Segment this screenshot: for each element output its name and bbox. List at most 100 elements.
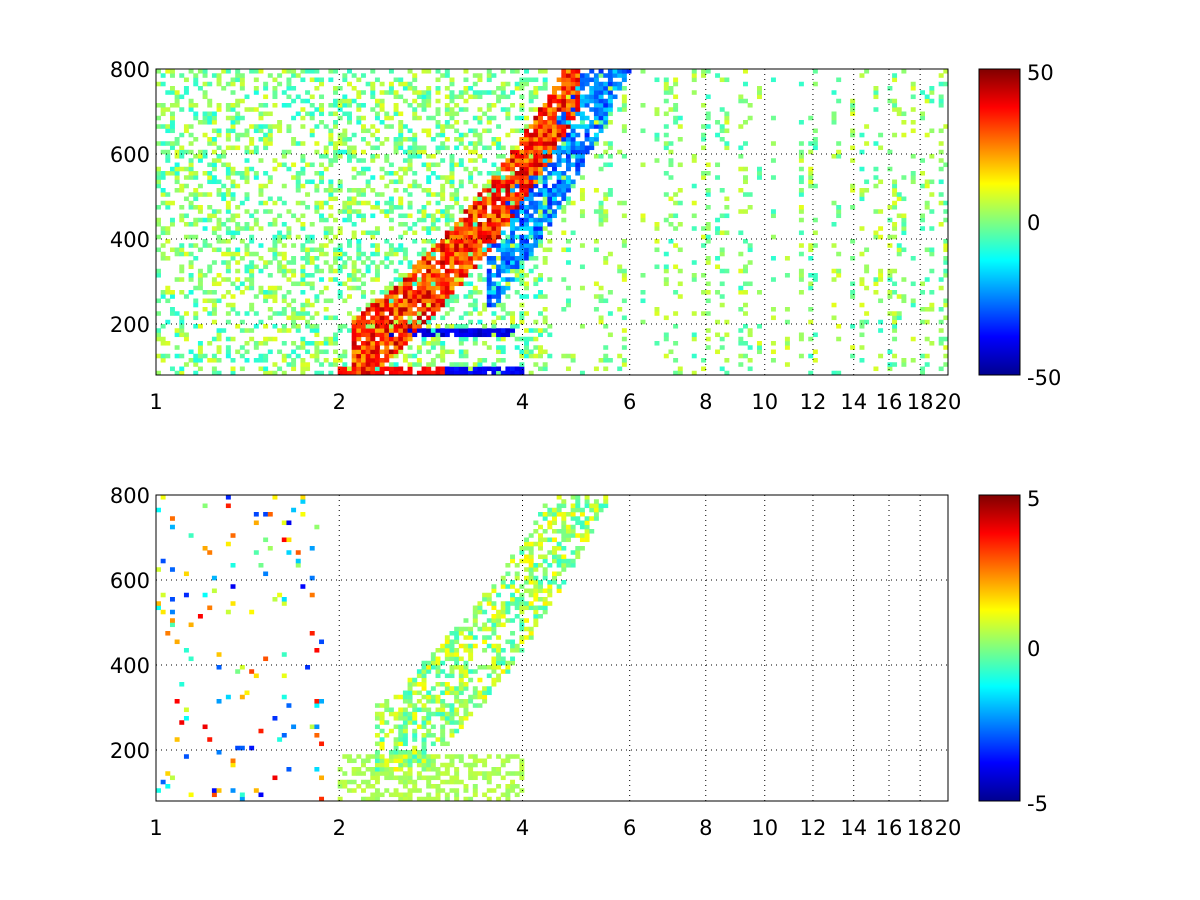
heatmap-cell — [449, 251, 455, 257]
heatmap-cell — [374, 264, 380, 270]
heatmap-cell — [365, 767, 371, 772]
heatmap-cell — [337, 183, 343, 189]
heatmap-cell — [328, 192, 334, 197]
heatmap-cell — [244, 222, 250, 227]
heatmap-cell — [477, 247, 483, 253]
heatmap-cell — [374, 358, 380, 363]
heatmap-cell — [524, 580, 530, 585]
heatmap-cell — [370, 775, 376, 781]
heatmap-cell — [398, 311, 404, 316]
heatmap-cell — [691, 332, 697, 338]
heatmap-cell — [449, 762, 455, 768]
heatmap-cell — [211, 588, 217, 594]
heatmap-cell — [421, 328, 427, 333]
heatmap-cell — [528, 546, 534, 551]
heatmap-cell — [603, 115, 609, 121]
heatmap-cell — [360, 315, 366, 321]
heatmap-cell — [393, 767, 399, 772]
heatmap-cell — [337, 353, 343, 359]
heatmap-cell — [370, 154, 376, 159]
heatmap-cell — [472, 618, 478, 623]
heatmap-cell — [547, 115, 553, 121]
heatmap-cell — [929, 128, 935, 134]
heatmap-cell — [938, 328, 944, 333]
heatmap-cell — [179, 682, 185, 687]
heatmap-cell — [444, 120, 450, 125]
heatmap-cell — [747, 332, 753, 338]
heatmap-cell — [249, 609, 255, 615]
heatmap-cell — [924, 132, 930, 138]
heatmap-cell — [202, 217, 208, 223]
heatmap-cell — [607, 290, 613, 295]
heatmap-cell — [239, 792, 245, 798]
heatmap-cell — [552, 90, 557, 95]
heatmap-cell — [864, 124, 870, 129]
heatmap-cell — [305, 205, 311, 210]
heatmap-cell — [472, 264, 478, 270]
heatmap-cell — [374, 349, 380, 355]
heatmap-cell — [183, 86, 189, 91]
heatmap-cell — [319, 120, 325, 125]
heatmap-cell — [416, 699, 422, 704]
heatmap-cell — [524, 311, 530, 316]
heatmap-cell — [603, 345, 609, 350]
heatmap-cell — [579, 77, 585, 83]
heatmap-cell — [575, 103, 581, 108]
heatmap-cell — [542, 575, 548, 581]
heatmap-cell — [468, 643, 474, 649]
heatmap-cell — [542, 166, 548, 172]
heatmap-cell — [207, 264, 213, 270]
heatmap-cell — [421, 260, 427, 265]
heatmap-cell — [300, 268, 306, 274]
heatmap-cell — [421, 98, 427, 104]
heatmap-cell — [253, 69, 259, 74]
heatmap-cell — [519, 256, 525, 261]
heatmap-cell — [784, 273, 790, 278]
heatmap-cell — [323, 315, 329, 321]
heatmap-cell — [864, 141, 870, 146]
heatmap-cell — [430, 264, 436, 270]
heatmap-cell — [743, 166, 748, 172]
heatmap-cell — [211, 277, 217, 282]
heatmap-cell — [444, 754, 450, 759]
heatmap-cell — [435, 298, 441, 304]
heatmap-cell — [514, 784, 520, 789]
heatmap-cell — [570, 98, 576, 104]
heatmap-cell — [277, 328, 283, 333]
heatmap-cell — [440, 703, 446, 708]
heatmap-cell — [514, 597, 520, 602]
heatmap-cell — [319, 111, 325, 117]
heatmap-cell — [556, 512, 562, 517]
heatmap-cell — [565, 154, 571, 159]
heatmap-cell — [356, 256, 362, 261]
heatmap-cell — [435, 771, 441, 776]
heatmap-cell — [524, 162, 530, 168]
heatmap-cell — [510, 771, 516, 776]
heatmap-cell — [360, 779, 366, 785]
heatmap-cell — [351, 370, 357, 376]
heatmap-cell — [169, 115, 175, 121]
heatmap-cell — [565, 533, 571, 538]
heatmap-cell — [179, 107, 185, 112]
heatmap-cell — [444, 251, 450, 257]
heatmap-cell — [440, 349, 446, 355]
heatmap-cell — [463, 324, 469, 329]
heatmap-cell — [337, 264, 343, 270]
heatmap-cell — [370, 124, 376, 129]
heatmap-cell — [374, 366, 380, 372]
heatmap-cell — [440, 239, 446, 244]
heatmap-cell — [561, 94, 567, 100]
heatmap-cell — [169, 217, 175, 223]
heatmap-cell — [421, 103, 427, 108]
heatmap-cell — [552, 520, 557, 526]
heatmap-cell — [472, 298, 478, 304]
heatmap-cell — [500, 277, 506, 282]
heatmap-cell — [593, 73, 599, 78]
heatmap-cell — [533, 622, 539, 628]
heatmap-cell — [477, 73, 483, 78]
heatmap-cell — [211, 281, 217, 287]
heatmap-cell — [589, 98, 595, 104]
heatmap-cell — [309, 724, 315, 730]
heatmap-cell — [505, 243, 511, 248]
heatmap-cell — [421, 720, 427, 725]
